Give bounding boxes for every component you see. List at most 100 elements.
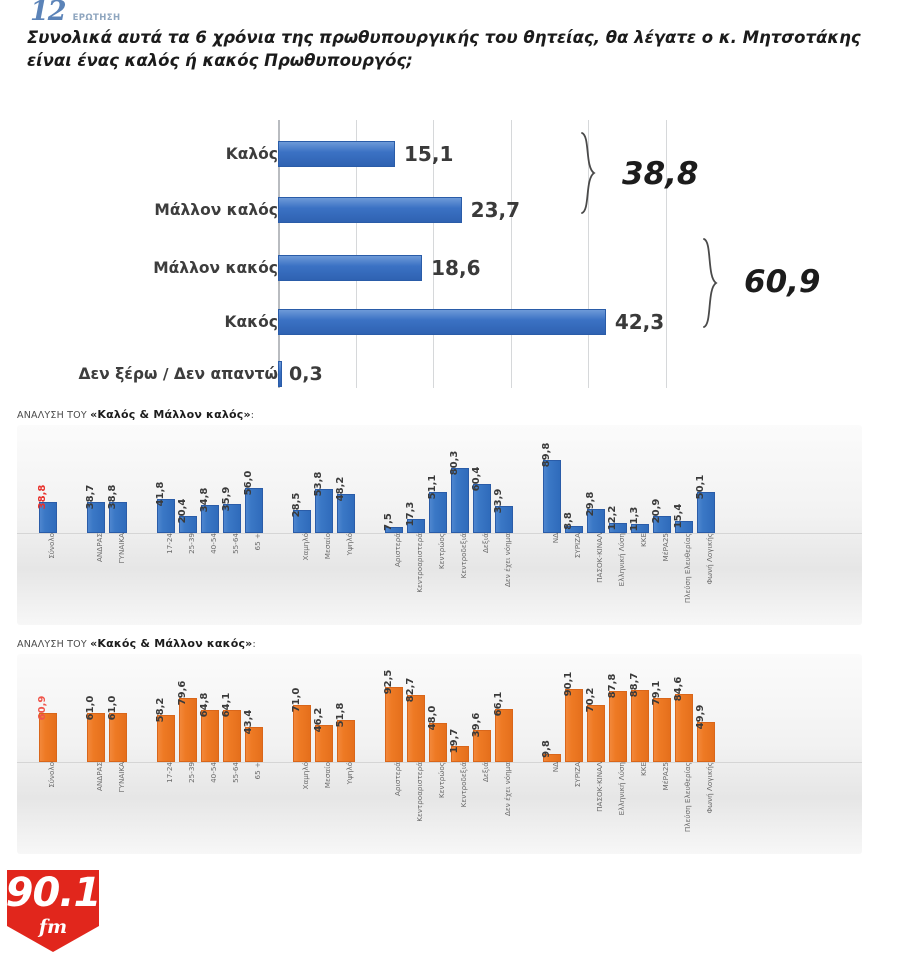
bar-column: 7,5 Αριστερά bbox=[383, 425, 403, 567]
bar-column: 49,9 Φωνή Λογικής bbox=[695, 654, 715, 814]
bar-value-label: 56,0 bbox=[243, 470, 254, 496]
bar-column: 33,9 Δεν έχει νόημα bbox=[493, 425, 513, 587]
bar-fill bbox=[278, 197, 462, 223]
bar-column: 28,5 Χαμηλό bbox=[291, 425, 311, 560]
panel-title-suffix: : bbox=[252, 639, 256, 650]
bar-column: 60,9 Σύνολο bbox=[37, 654, 57, 788]
bar bbox=[39, 712, 57, 762]
bar-column: 82,7 Κεντροαριστερά bbox=[405, 654, 425, 822]
bar-value-label: 19,7 bbox=[449, 728, 460, 754]
bar-category-label: 55-64 bbox=[231, 533, 240, 554]
bar-column: 35,9 55-64 bbox=[221, 425, 241, 554]
bar-value-label: 9,8 bbox=[541, 740, 552, 758]
bar-column: 61,0 ΓΥΝΑΙΚΑ bbox=[107, 654, 127, 792]
bar-value-label: 58,2 bbox=[155, 697, 166, 723]
bar bbox=[407, 519, 425, 533]
bar-value-label: 29,8 bbox=[585, 491, 596, 517]
bar bbox=[697, 492, 715, 533]
bar bbox=[653, 516, 671, 533]
bar bbox=[315, 489, 333, 533]
bar-value-label: 66,1 bbox=[493, 691, 504, 716]
bar-value-label: 60,9 bbox=[37, 695, 48, 721]
bar bbox=[179, 697, 197, 762]
bar-column: 12,2 Ελληνική Λύση bbox=[607, 425, 627, 586]
bar-groups: 38,8 Σύνολο 38,7 ΑΝΔΡΑΣ 38,8 ΓΥΝΑΙΚΑ 41,8 17-24… bbox=[17, 425, 862, 603]
question-number: 12 bbox=[30, 0, 67, 27]
bar-group: 7,5 Αριστερά 17,3 Κεντροαριστερά 51,1 Κεντρώο… bbox=[383, 425, 513, 593]
bar-category-label: Σύνολο bbox=[47, 762, 56, 788]
bar-column: 87,8 Ελληνική Λύση bbox=[607, 654, 627, 815]
bar-value-label: 51,8 bbox=[335, 702, 346, 728]
bar-fill bbox=[278, 361, 282, 387]
bar-column: 48,0 Κεντρώος bbox=[427, 654, 447, 798]
panel-plot-bad: 60,9 Σύνολο 61,0 ΑΝΔΡΑΣ 61,0 ΓΥΝΑΙΚΑ 58,2 17-24… bbox=[17, 654, 862, 854]
bar-column: 39,6 Δεξιά bbox=[471, 654, 491, 782]
bar-category-label: ΣΥΡΙΖΑ bbox=[573, 533, 582, 559]
bar-value-label: 60,4 bbox=[471, 466, 482, 492]
bar-column: 71,0 Χαμηλό bbox=[291, 654, 311, 789]
bar-value-label: 20,4 bbox=[177, 499, 188, 524]
bar-value-label: 38,8 bbox=[37, 484, 48, 509]
bar-column: 51,1 Κεντρώος bbox=[427, 425, 447, 569]
bar-group: 89,8 ΝΔ 8,8 ΣΥΡΙΖΑ 29,8 ΠΑΣΟΚ-ΚΙΝΑΛ 12,2 Ελληνι… bbox=[541, 425, 715, 603]
bar-category-label: Ελληνική Λύση bbox=[617, 762, 626, 816]
bar-column: 64,8 40-54 bbox=[199, 654, 219, 783]
bar-value-label: 0,3 bbox=[289, 363, 323, 385]
bar-group: 71,0 Χαμηλό 46,2 Μεσαίο 51,8 Υψηλό bbox=[291, 654, 355, 789]
bar-category-label: 17-24 bbox=[165, 533, 174, 554]
bar-category-label: ΓΥΝΑΙΚΑ bbox=[117, 762, 126, 793]
bar-value-label: 61,0 bbox=[85, 695, 96, 720]
bar-group: 61,0 ΑΝΔΡΑΣ 61,0 ΓΥΝΑΙΚΑ bbox=[85, 654, 127, 792]
bar-value-label: 42,3 bbox=[614, 310, 665, 334]
bar-fill bbox=[278, 141, 396, 167]
bar-category-label: Μάλλον καλός bbox=[154, 201, 278, 219]
bar bbox=[157, 499, 175, 533]
bar-category-label: Δεν έχει νόημα bbox=[503, 533, 512, 588]
bar bbox=[473, 729, 491, 762]
bar-column: 29,8 ΠΑΣΟΚ-ΚΙΝΑΛ bbox=[585, 425, 605, 583]
bar-category-label: Μεσαίο bbox=[323, 762, 332, 789]
bar-category-label: ΝΔ bbox=[551, 762, 560, 773]
logo-shield-shape bbox=[7, 870, 99, 952]
bar bbox=[631, 523, 649, 533]
bar-category-label: Κεντροδεξιά bbox=[459, 533, 468, 579]
bracket-icon bbox=[700, 236, 726, 330]
aggregate-value-label: 38,8 bbox=[622, 156, 699, 192]
bar-category-label: ΜέΡΑ25 bbox=[661, 533, 670, 562]
bar bbox=[293, 704, 311, 762]
bar-column: 84,6 Πλεύση Ελευθερίας bbox=[673, 654, 693, 832]
bar-value-label: 38,8 bbox=[107, 484, 118, 509]
bar bbox=[609, 690, 627, 762]
bar bbox=[675, 520, 693, 533]
bar bbox=[631, 690, 649, 762]
bar-group: 38,7 ΑΝΔΡΑΣ 38,8 ΓΥΝΑΙΚΑ bbox=[85, 425, 127, 563]
bar bbox=[587, 508, 605, 533]
bar-category-label: ΓΥΝΑΙΚΑ bbox=[117, 533, 126, 564]
bar-track: 0,3 bbox=[278, 361, 323, 387]
bar-column: 60,4 Δεξιά bbox=[471, 425, 491, 553]
bar-category-label: Κεντροαριστερά bbox=[415, 533, 424, 593]
bar bbox=[385, 526, 403, 533]
bar-value-label: 92,5 bbox=[383, 669, 394, 695]
bar-category-label: Κεντρώος bbox=[437, 533, 446, 570]
bar bbox=[315, 724, 333, 762]
bar-value-label: 46,2 bbox=[313, 707, 324, 732]
question-number-row: 12 ΕΡΩΤΗΣΗ bbox=[30, 0, 120, 25]
bar-value-label: 7,5 bbox=[383, 513, 394, 531]
bar-value-label: 43,4 bbox=[243, 709, 254, 735]
bar bbox=[473, 484, 491, 533]
bar-column: 8,8 ΣΥΡΙΖΑ bbox=[563, 425, 583, 558]
bar bbox=[543, 460, 561, 533]
bar-value-label: 53,8 bbox=[313, 472, 324, 497]
panel-title-bad: ΑΝΑΛΥΣΗ ΤΟΥ «Κακός & Μάλλον κακός»: bbox=[17, 637, 256, 650]
bar bbox=[609, 523, 627, 533]
bar-category-label: Μεσαίο bbox=[323, 533, 332, 560]
question-text: Συνολικά αυτά τα 6 χρόνια της πρωθυπουργ… bbox=[27, 28, 861, 71]
bar-value-label: 23,7 bbox=[470, 198, 521, 222]
station-logo: 90.1 fm bbox=[5, 868, 101, 954]
main-bar-chart: Καλός 15,1 Μάλλον καλός 23,7 Μάλλον κακός 18,… bbox=[0, 108, 900, 398]
bar-group: 28,5 Χαμηλό 53,8 Μεσαίο 48,2 Υψηλό bbox=[291, 425, 355, 560]
bracket-icon bbox=[578, 130, 604, 216]
panel-title-emph: «Κακός & Μάλλον κακός» bbox=[90, 637, 253, 650]
bar-value-label: 80,3 bbox=[449, 450, 460, 476]
